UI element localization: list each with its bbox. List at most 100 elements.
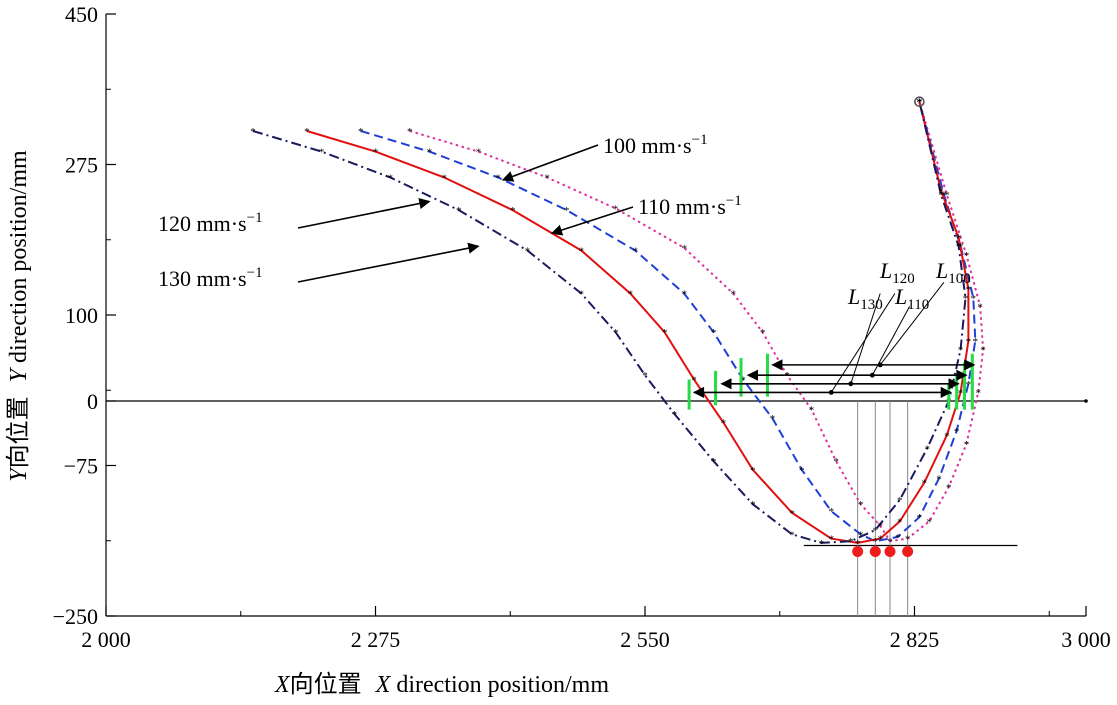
- series-point-marker: *: [304, 126, 310, 138]
- leader-line: [871, 306, 911, 376]
- x-tick-label: 2 825: [890, 627, 940, 652]
- series-point-marker: *: [855, 538, 861, 550]
- series-point-marker: *: [613, 327, 619, 339]
- series-point-marker: *: [691, 375, 697, 387]
- series-point-marker: *: [784, 370, 790, 382]
- series-point-marker: *: [956, 241, 962, 253]
- series-line-120: [306, 101, 970, 544]
- series-annotation: 110 mm·s−1: [638, 193, 742, 219]
- leader-line: [830, 293, 896, 393]
- series-point-marker: *: [828, 534, 834, 546]
- series-point-marker: *: [922, 478, 928, 490]
- series-point-marker: *: [924, 443, 930, 455]
- series-point-marker: *: [966, 336, 972, 348]
- x-tick-label: 2 000: [81, 627, 131, 652]
- y-axis-title: Y向位置Y direction position/mm: [5, 150, 32, 482]
- series-point-marker: *: [963, 293, 969, 305]
- series-point-marker: *: [958, 344, 964, 356]
- series-point-marker: *: [579, 246, 585, 258]
- series-point-marker: *: [938, 185, 944, 197]
- series-point-marker: *: [319, 147, 325, 159]
- series-point-marker: *: [750, 499, 756, 511]
- y-tick-label: −75: [64, 454, 98, 479]
- series-line-100: [409, 101, 985, 543]
- series-point-marker: *: [672, 409, 678, 421]
- series-point-marker: *: [789, 508, 795, 520]
- leader-line: [879, 282, 945, 366]
- series-point-marker: *: [917, 512, 923, 524]
- series-annotation: 120 mm·s−1: [158, 210, 263, 236]
- series-point-marker: *: [681, 289, 687, 301]
- series-point-marker: *: [819, 538, 825, 550]
- x-tick-label: 2 550: [620, 627, 670, 652]
- series-point-marker: *: [510, 205, 516, 217]
- series-point-marker: *: [877, 534, 883, 546]
- series-point-marker: *: [877, 521, 883, 533]
- series-point-marker: *: [662, 327, 668, 339]
- series-point-marker: *: [525, 246, 531, 258]
- distance-label-130: L130: [847, 284, 883, 313]
- x-tick-label: 3 000: [1061, 627, 1111, 652]
- leader-line: [850, 293, 881, 384]
- annotation-arrow: [550, 206, 634, 236]
- series-point-marker: *: [456, 205, 462, 217]
- series-point-marker: *: [944, 190, 950, 202]
- series-point-marker: *: [358, 126, 364, 138]
- y-tick-label: 450: [65, 2, 98, 27]
- series-point-marker: *: [427, 147, 433, 159]
- annotation-arrow: [297, 242, 480, 283]
- series-point-marker: *: [760, 327, 766, 339]
- series-point-marker: *: [873, 525, 879, 537]
- annotations: 100 mm·s−1 110 mm·s−1 120 mm·s−1 130 mm·s−1: [158, 132, 742, 291]
- series-point-marker: *: [971, 293, 977, 305]
- series-annotation: 100 mm·s−1: [603, 132, 708, 158]
- series-point-marker: *: [373, 147, 379, 159]
- series-point-marker: *: [964, 439, 970, 451]
- distance-label-110: L110: [894, 284, 929, 313]
- leader-dot: [828, 390, 834, 395]
- series-point-marker: *: [407, 126, 413, 138]
- series-point-marker: *: [613, 203, 619, 215]
- series-point-marker: *: [441, 172, 447, 184]
- series-point-marker: *: [770, 413, 776, 425]
- series-point-marker: *: [958, 387, 964, 399]
- series-line-130: [252, 101, 967, 544]
- distance-arrows: L120 L100 L130 L110: [687, 258, 976, 410]
- bottom-point: [852, 546, 864, 557]
- zero-line-end: [1084, 399, 1088, 403]
- series-point-marker: *: [579, 289, 585, 301]
- series-point-marker: *: [721, 418, 727, 430]
- reference-lines: [106, 399, 1088, 616]
- series-point-marker: *: [905, 534, 911, 546]
- series-point-marker: *: [873, 536, 879, 548]
- series-point-marker: *: [917, 97, 923, 109]
- series-point-marker: *: [730, 289, 736, 301]
- series-point-marker: *: [809, 405, 815, 417]
- series-group: [252, 101, 985, 544]
- series-point-marker: *: [956, 233, 962, 245]
- series-point-marker: *: [946, 482, 952, 494]
- series-point-marker: *: [917, 97, 923, 109]
- bottom-point: [884, 546, 896, 557]
- series-point-marker: *: [936, 473, 942, 485]
- y-tick-label: 275: [65, 153, 98, 178]
- y-tick-label: 100: [65, 303, 98, 328]
- series-markers: * * * * * * * * * * * * * * * * * * * * * * * * * * * * * * * * * * * * * * * *…: [250, 96, 986, 557]
- annotation-arrow: [297, 197, 431, 229]
- distance-label-120: L120: [879, 258, 915, 287]
- series-point-marker: *: [944, 430, 950, 442]
- start-point: [914, 96, 925, 108]
- series-point-marker: *: [897, 516, 903, 528]
- series-point-marker: *: [887, 536, 893, 548]
- bottom-point: [869, 546, 881, 557]
- series-point-marker: *: [975, 387, 981, 399]
- series-point-marker: *: [711, 327, 717, 339]
- series-point-marker: *: [926, 516, 932, 528]
- series-point-marker: *: [938, 190, 944, 202]
- series-point-marker: *: [476, 147, 482, 159]
- series-point-marker: *: [544, 172, 550, 184]
- series-point-marker: *: [858, 529, 864, 541]
- series-point-marker: *: [897, 495, 903, 507]
- series-point-marker: *: [964, 250, 970, 262]
- bottom-point: [902, 546, 914, 557]
